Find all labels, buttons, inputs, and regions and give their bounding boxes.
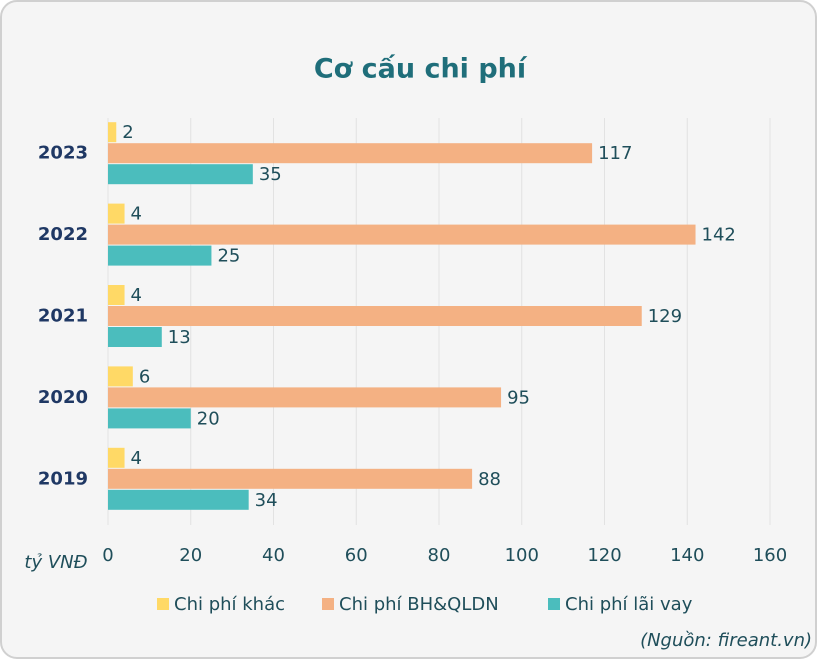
data-label: 35 <box>259 164 282 185</box>
data-label: 88 <box>478 469 501 490</box>
data-label: 20 <box>197 408 220 429</box>
data-label: 6 <box>139 366 150 387</box>
x-tick-label: 120 <box>587 545 621 566</box>
y-tick-label: 2021 <box>38 306 88 327</box>
data-label: 129 <box>648 306 682 327</box>
y-tick-label: 2020 <box>38 387 88 408</box>
bar <box>108 224 696 245</box>
y-tick-label: 2019 <box>38 468 88 489</box>
bar <box>108 387 502 408</box>
legend-swatch <box>548 598 560 610</box>
x-tick-label: 60 <box>345 545 368 566</box>
bar <box>108 327 162 347</box>
source: (Nguồn: fireant.vn) <box>640 630 812 651</box>
bar <box>108 366 133 387</box>
x-tick-label: 80 <box>428 545 451 566</box>
data-label: 2 <box>122 122 133 143</box>
legend-swatch <box>322 598 334 610</box>
bar <box>108 408 191 429</box>
data-label: 4 <box>131 448 142 469</box>
legend-label: Chi phí BH&QLDN <box>339 594 499 615</box>
x-tick-label: 100 <box>505 545 539 566</box>
legend-label: Chi phí lãi vay <box>565 594 693 615</box>
bar <box>108 245 212 266</box>
bar <box>108 164 253 185</box>
x-axis-label: tỷ VNĐ <box>24 552 87 573</box>
data-label: 4 <box>131 204 142 225</box>
bar <box>108 489 249 510</box>
x-tick-label: 160 <box>753 545 787 566</box>
x-tick-label: 20 <box>179 545 202 566</box>
legend-label: Chi phí khác <box>174 594 285 615</box>
legend-swatch <box>157 598 169 610</box>
bar <box>108 285 125 305</box>
data-label: 117 <box>598 143 632 164</box>
bar <box>108 468 473 489</box>
bar <box>108 306 642 326</box>
x-tick-label: 140 <box>670 545 704 566</box>
data-label: 25 <box>217 246 240 267</box>
x-tick-label: 40 <box>262 545 285 566</box>
bar <box>108 203 125 224</box>
y-tick-label: 2022 <box>38 224 88 245</box>
data-label: 142 <box>702 225 736 246</box>
data-label: 13 <box>168 327 191 348</box>
chart-title: Cơ cấu chi phí <box>314 54 528 85</box>
x-tick-label: 0 <box>102 545 113 566</box>
data-label: 95 <box>507 387 530 408</box>
bar <box>108 143 593 164</box>
data-label: 34 <box>255 490 278 511</box>
bar <box>108 122 117 143</box>
bar <box>108 447 125 468</box>
data-label: 4 <box>131 285 142 306</box>
y-tick-label: 2023 <box>38 143 88 164</box>
